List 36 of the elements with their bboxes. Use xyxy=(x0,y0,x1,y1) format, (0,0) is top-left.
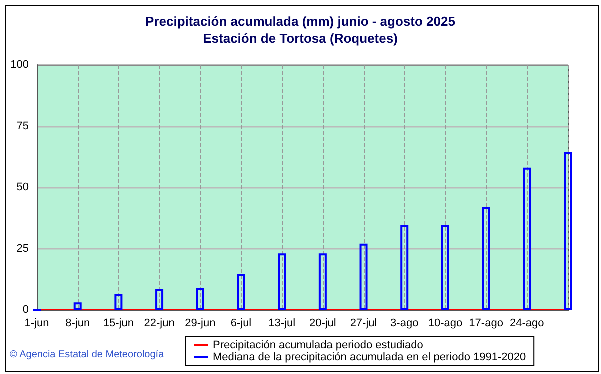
x-tick-label: 6-jul xyxy=(230,318,252,330)
bar xyxy=(318,254,327,310)
x-tick-label: 22-jun xyxy=(144,318,175,330)
bar xyxy=(196,288,204,310)
bar xyxy=(237,274,246,310)
bar xyxy=(400,225,409,310)
x-tick-label: 1-jun xyxy=(24,318,50,330)
text: © Agencia Estatal de Meteorología xyxy=(10,350,165,360)
legend-label: Precipitación acumulada periodo estudiado xyxy=(213,340,424,352)
x-tick-label: 29-jun xyxy=(185,318,216,330)
x-tick-label: 20-jul xyxy=(309,318,336,330)
x-tick-label: 24-ago xyxy=(510,318,544,330)
y-tick-label: 100 xyxy=(10,59,29,71)
x-tick-label: 27-jul xyxy=(350,318,378,330)
x-tick-label: 3-ago xyxy=(390,318,419,330)
bar xyxy=(564,152,572,310)
bar xyxy=(278,254,286,310)
bar xyxy=(156,289,164,310)
bar xyxy=(360,244,368,310)
x-tick-label: 8-jun xyxy=(66,318,90,330)
x-tick-label: 17-ago xyxy=(469,318,504,330)
x-tick-label: 10-ago xyxy=(428,318,463,330)
y-tick-label: 50 xyxy=(16,182,29,194)
x-tick-label: 15-jun xyxy=(103,318,134,330)
bar xyxy=(74,302,82,310)
chart-subtitle: Estación de Tortosa (Roquetes) xyxy=(203,31,398,46)
y-tick-label: 0 xyxy=(22,304,29,316)
y-tick-label: 25 xyxy=(16,242,29,255)
x-tick-label: 13-jul xyxy=(268,318,296,330)
chart-title: Precipitación acumulada (mm) junio - agosto 2025 xyxy=(146,14,456,29)
bar xyxy=(482,207,490,310)
legend-label: Mediana de la precipitación acumulada en el periodo 1991-2020 xyxy=(213,352,526,364)
bar xyxy=(114,294,123,310)
bar xyxy=(441,225,450,310)
y-tick-label: 75 xyxy=(16,120,29,132)
bar xyxy=(523,168,532,310)
